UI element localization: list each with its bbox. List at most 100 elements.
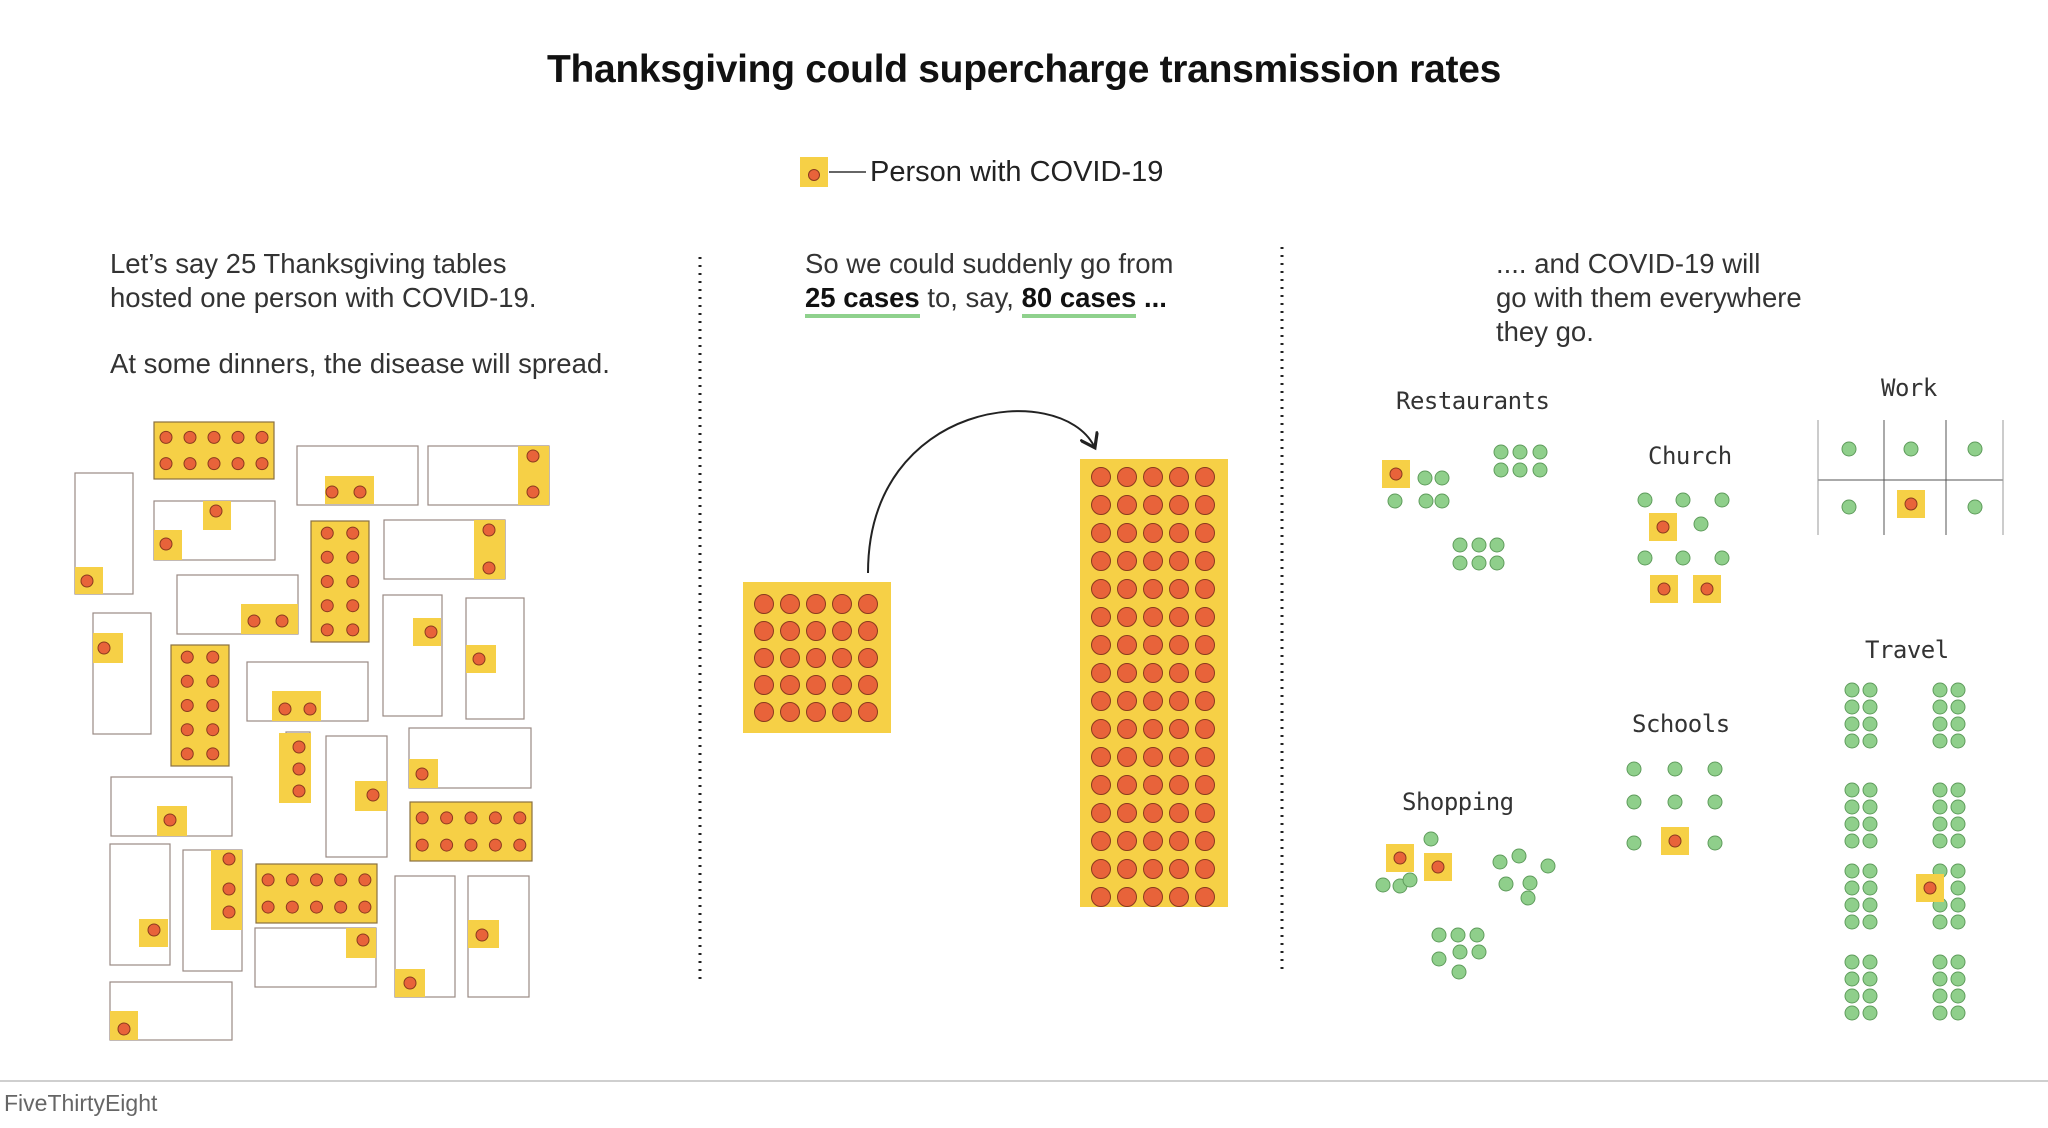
healthy-person-dot (1844, 971, 1860, 987)
cases-before-label: 25 cases (805, 282, 920, 318)
infected-person-dot (1143, 607, 1163, 627)
infected-person-dot (358, 873, 372, 887)
infected-person-dot (320, 550, 334, 564)
table (382, 594, 443, 717)
infected-person-dot (1195, 691, 1215, 711)
healthy-person-dot (1950, 816, 1966, 832)
infected-person-dot (858, 594, 878, 614)
infected-person-dot (1169, 579, 1189, 599)
healthy-person-dot (1714, 492, 1730, 508)
infected-person-dot (806, 594, 826, 614)
healthy-person-dot (1950, 833, 1966, 849)
infected-person-dot (209, 504, 223, 518)
healthy-person-dot (1950, 971, 1966, 987)
healthy-person-dot (1841, 441, 1857, 457)
healthy-person-dot (1844, 699, 1860, 715)
infected-person-dot (159, 537, 173, 551)
infected-person-dot (275, 614, 289, 628)
infected-person-dot (206, 747, 220, 761)
middle-intro: So we could suddenly go from 25 cases to… (805, 247, 1173, 318)
healthy-person-dot (1520, 890, 1536, 906)
infected-person-dot (366, 788, 380, 802)
infected-person-dot (1143, 579, 1163, 599)
infected-person-dot (1143, 467, 1163, 487)
infected-person-dot (1143, 803, 1163, 823)
infected-person-dot (1169, 551, 1189, 571)
infected-person-dot (320, 599, 334, 613)
legend-swatch (800, 157, 866, 187)
healthy-person-dot (1844, 880, 1860, 896)
infected-person-dot (806, 621, 826, 641)
infected-person-dot (1117, 803, 1137, 823)
healthy-person-dot (1932, 954, 1948, 970)
infected-person-dot (1169, 523, 1189, 543)
infected-person-dot (261, 873, 275, 887)
infected-person-dot (1117, 635, 1137, 655)
healthy-person-dot (1471, 944, 1487, 960)
infected-person-dot (780, 675, 800, 695)
infected-person-dot (475, 928, 489, 942)
infected-person-dot (303, 702, 317, 716)
healthy-person-dot (1862, 863, 1878, 879)
healthy-person-dot (1862, 716, 1878, 732)
infected-person-dot (1195, 831, 1215, 851)
footer-brand: FiveThirtyEight (4, 1090, 158, 1116)
infected-person-dot (1091, 747, 1111, 767)
healthy-person-dot (1844, 733, 1860, 749)
healthy-person-dot (1540, 858, 1556, 874)
healthy-person-dot (1862, 699, 1878, 715)
infected-person-dot (180, 723, 194, 737)
infected-person-dot (513, 838, 527, 852)
healthy-person-dot (1492, 854, 1508, 870)
infected-person-dot (1195, 467, 1215, 487)
infected-person-dot (278, 702, 292, 716)
infected-person-dot (325, 485, 339, 499)
infected-person-dot (1143, 831, 1163, 851)
infected-person-dot (1091, 775, 1111, 795)
healthy-person-dot (1844, 716, 1860, 732)
infected-person-dot (261, 900, 275, 914)
healthy-person-dot (1493, 444, 1509, 460)
infected-person-dot (832, 648, 852, 668)
healthy-person-dot (1707, 761, 1723, 777)
healthy-person-dot (1950, 733, 1966, 749)
healthy-person-dot (1950, 863, 1966, 879)
healthy-person-dot (1862, 880, 1878, 896)
infected-person-dot (310, 900, 323, 914)
healthy-person-dot (1932, 988, 1948, 1004)
infected-person-dot (1169, 663, 1189, 683)
places-groups (1375, 420, 2004, 1021)
infected-person-dot (206, 674, 220, 688)
infected-person-dot (403, 976, 417, 990)
infected-person-dot (1091, 663, 1111, 683)
infected-person-dot (1195, 607, 1215, 627)
infected-person-dot (440, 838, 454, 852)
infected-person-dot (1700, 582, 1714, 596)
infected-person-dot (1117, 663, 1137, 683)
healthy-person-dot (1626, 761, 1642, 777)
infected-person-dot (780, 702, 800, 722)
healthy-person-dot (1950, 782, 1966, 798)
healthy-person-dot (1950, 1005, 1966, 1021)
infected-person-dot (1117, 607, 1137, 627)
infected-person-dot (1091, 579, 1111, 599)
infected-person-dot (832, 702, 852, 722)
healthy-person-dot (1844, 863, 1860, 879)
healthy-person-dot (1493, 462, 1509, 478)
healthy-person-dot (1707, 835, 1723, 851)
infected-person-dot (754, 702, 774, 722)
infected-person-dot (1117, 831, 1137, 851)
infected-person-dot (320, 575, 334, 588)
healthy-person-dot (1675, 550, 1691, 566)
infected-person-dot (1117, 747, 1137, 767)
healthy-person-dot (1471, 555, 1487, 571)
healthy-person-dot (1932, 833, 1948, 849)
infected-person-dot (1117, 579, 1137, 599)
infected-person-dot (310, 873, 323, 887)
infected-person-dot (207, 457, 221, 471)
healthy-person-dot (1450, 927, 1466, 943)
infected-person-dot (832, 621, 852, 641)
infected-person-dot (808, 169, 820, 181)
infected-person-dot (1143, 663, 1163, 683)
